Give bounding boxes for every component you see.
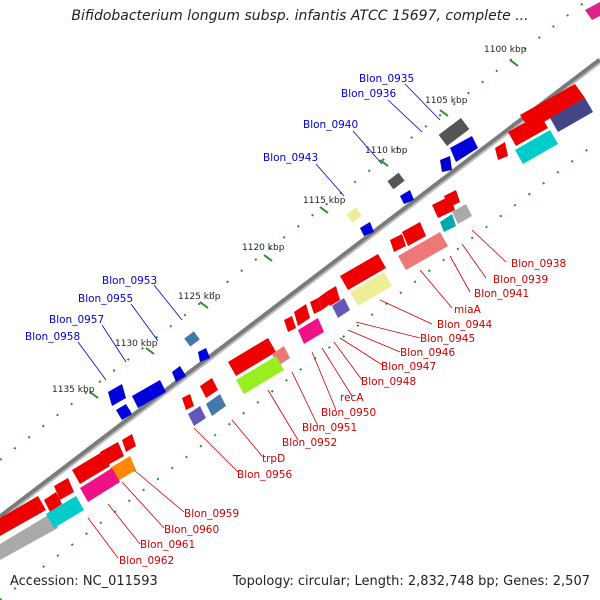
- map-title: Bifidobacterium longum subsp. infantis A…: [71, 8, 529, 24]
- gene-label: Blon_0947: [381, 361, 436, 373]
- gene-label: Blon_0962: [119, 555, 174, 567]
- forward-genes: [108, 117, 478, 420]
- tick-label-1110: 1110 kbp: [365, 146, 408, 156]
- gene-label: Blon_0959: [184, 508, 239, 520]
- tick-label-1125: 1125 kbp: [178, 292, 221, 302]
- gene-label: Blon_0941: [474, 288, 529, 300]
- gene-label: Blon_0938: [511, 258, 566, 270]
- tick-label-1130: 1130 kbp: [115, 339, 158, 349]
- gene-label: Blon_0960: [164, 524, 219, 536]
- tick-label-1115: 1115 kbp: [303, 196, 346, 206]
- gene-label: Blon_0951: [302, 422, 357, 434]
- tick-label-1120: 1120 kbp: [242, 243, 285, 253]
- gene-label: Blon_0953: [102, 275, 157, 287]
- gene-label: Blon_0945: [420, 333, 475, 345]
- gene-label: Blon_0944: [437, 319, 492, 331]
- gene-label: Blon_0935: [359, 73, 414, 85]
- tick-label-1135: 1135 kbp: [52, 385, 95, 395]
- inner-dotted-ring: [0, 139, 600, 600]
- tick-marks: [89, 59, 519, 399]
- accession-label: Accession: NC_011593: [10, 574, 158, 589]
- gene-label: Blon_0950: [321, 407, 376, 419]
- reverse-leaders: [87, 229, 507, 559]
- gene-label: Blon_0943: [263, 152, 318, 164]
- gene-label: trpD: [262, 453, 285, 465]
- gene-label: Blon_0952: [282, 437, 337, 449]
- gene-label: Blon_0939: [493, 274, 548, 286]
- gene-label: Blon_0940: [303, 119, 358, 131]
- reverse-genes: [0, 2, 600, 560]
- gene-label: Blon_0946: [400, 347, 455, 359]
- gene-label: Blon_0961: [140, 539, 195, 551]
- outer-dotted-ring: [0, 0, 589, 461]
- gene-label: miaA: [454, 304, 482, 316]
- gene-label: Blon_0936: [341, 88, 396, 100]
- gene-label: Blon_0956: [237, 469, 292, 481]
- gene-label: Blon_0955: [78, 293, 133, 305]
- tick-label-1100: 1100 kbp: [484, 45, 527, 55]
- gene-label: Blon_0958: [25, 331, 80, 343]
- tick-label-1105: 1105 kbp: [425, 96, 468, 106]
- genome-summary: Topology: circular; Length: 2,832,748 bp…: [232, 574, 590, 589]
- genome-backbone: [0, 58, 600, 519]
- gene-label: Blon_0948: [361, 376, 416, 388]
- gene-label: Blon_0957: [49, 314, 104, 326]
- forward-leaders: [77, 83, 441, 381]
- gene-label: recA: [340, 392, 364, 404]
